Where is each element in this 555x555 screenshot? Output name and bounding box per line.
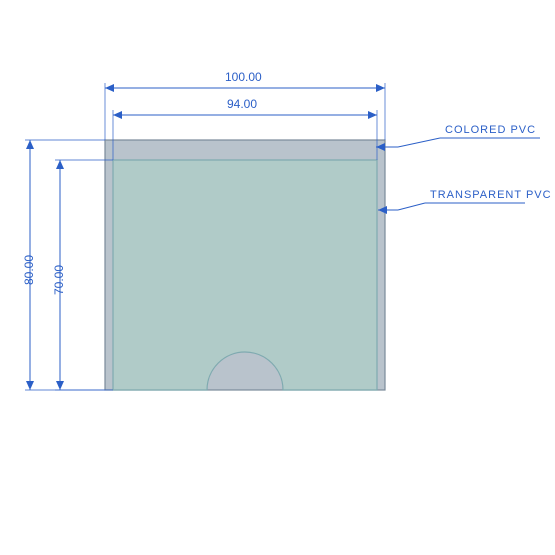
label-colored-pvc: COLORED PVC: [445, 124, 536, 136]
dimension-inner-height: 70.00: [52, 265, 66, 295]
technical-drawing: 100.00 94.00 80.00 70.00 COLORED PVC TRA…: [0, 0, 555, 555]
dimension-outer-height: 80.00: [22, 255, 36, 285]
drawing-svg: [0, 0, 555, 555]
dimension-inner-width: 94.00: [227, 97, 257, 111]
label-transparent-pvc: TRANSPARENT PVC: [430, 189, 552, 201]
dimension-outer-width: 100.00: [225, 70, 262, 84]
